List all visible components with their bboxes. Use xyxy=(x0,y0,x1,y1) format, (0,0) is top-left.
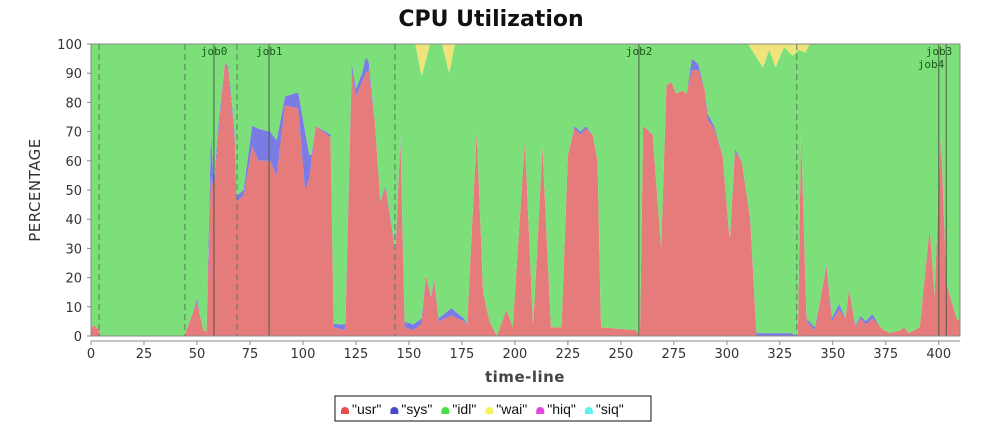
x-tick-label: 150 xyxy=(397,347,422,362)
legend-swatch xyxy=(584,407,593,414)
legend-label: "wai" xyxy=(496,401,527,417)
legend-item-wai: "wai" xyxy=(485,401,527,417)
legend-swatch xyxy=(441,407,450,414)
x-tick-label: 375 xyxy=(873,347,898,362)
x-tick-label: 25 xyxy=(136,347,153,362)
y-tick-label: 80 xyxy=(65,96,82,111)
legend-swatch xyxy=(390,407,399,414)
legend-item-idl: "idl" xyxy=(441,401,476,417)
y-tick-label: 0 xyxy=(74,330,82,345)
x-tick-label: 50 xyxy=(189,347,206,362)
y-tick-label: 40 xyxy=(65,213,82,228)
job-marker-label: job3 xyxy=(926,45,953,58)
job-marker-label: job0 xyxy=(201,45,228,58)
job-marker-label: job1 xyxy=(256,45,283,58)
legend-item-usr: "usr" xyxy=(341,401,381,417)
y-axis-label: PERCENTAGE xyxy=(26,138,44,241)
legend: "usr" "sys" "idl" "wai" "hiq" "siq" xyxy=(334,395,652,422)
x-tick-label: 350 xyxy=(820,347,845,362)
y-tick-label: 100 xyxy=(57,38,82,53)
x-tick-label: 175 xyxy=(450,347,475,362)
legend-item-sys: "sys" xyxy=(390,401,432,417)
y-tick-label: 60 xyxy=(65,155,82,170)
x-tick-label: 125 xyxy=(344,347,369,362)
x-tick-label: 200 xyxy=(502,347,527,362)
chart-title: CPU Utilization xyxy=(398,7,583,32)
x-tick-label: 400 xyxy=(926,347,951,362)
x-tick-label: 100 xyxy=(291,347,316,362)
area-usr xyxy=(91,61,960,336)
x-tick-label: 0 xyxy=(87,347,95,362)
x-axis: 0 25 50 75 100 125 150 175 200 225 250 275 300 325 350… xyxy=(87,340,960,362)
legend-swatch xyxy=(341,407,349,414)
y-tick-label: 20 xyxy=(65,272,82,287)
job-marker-label: job4 xyxy=(918,58,945,71)
legend-label: "usr" xyxy=(352,401,381,417)
y-tick-label: 30 xyxy=(65,242,82,257)
x-tick-label: 75 xyxy=(242,347,259,362)
y-tick-label: 70 xyxy=(65,126,82,141)
y-tick-label: 50 xyxy=(65,184,82,199)
plot-area xyxy=(91,44,960,337)
legend-swatch xyxy=(485,407,494,414)
legend-item-hiq: "hiq" xyxy=(536,401,576,417)
legend-item-siq: "siq" xyxy=(584,401,624,417)
y-axis: 0 10 20 30 40 50 60 70 80 90 100 xyxy=(57,38,91,345)
x-tick-label: 325 xyxy=(767,347,792,362)
legend-box xyxy=(334,395,652,422)
x-tick-label: 300 xyxy=(714,347,739,362)
x-tick-label: 250 xyxy=(608,347,633,362)
y-tick-label: 90 xyxy=(65,67,82,82)
legend-label: "idl" xyxy=(452,401,476,417)
legend-label: "sys" xyxy=(401,401,432,417)
legend-swatch xyxy=(536,407,545,414)
legend-label: "siq" xyxy=(596,401,624,417)
area-idl xyxy=(91,44,960,336)
x-tick-label: 225 xyxy=(555,347,580,362)
x-tick-label: 275 xyxy=(661,347,686,362)
x-axis-label: time-line xyxy=(485,368,565,386)
job-marker-label: job2 xyxy=(626,45,653,58)
legend-label: "hiq" xyxy=(547,401,576,417)
y-tick-label: 10 xyxy=(65,301,82,316)
